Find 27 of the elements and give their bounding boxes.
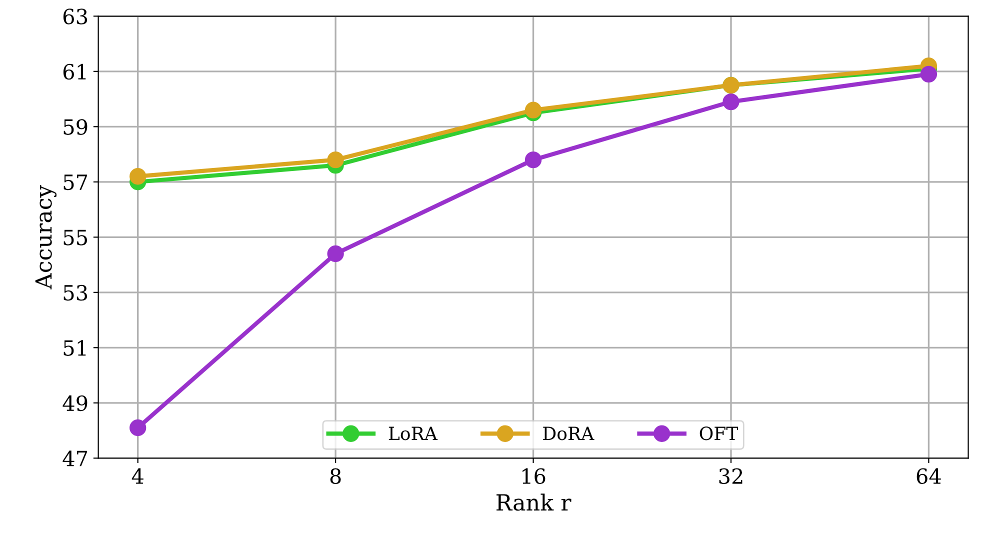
point [327, 151, 344, 168]
point [920, 66, 938, 83]
legend-label: LoRA [388, 426, 438, 440]
y-tick-label: 57 [64, 174, 88, 190]
x-tick-label: 8 [330, 468, 341, 484]
x-tick-label: 64 [916, 468, 941, 484]
y-tick-label: 59 [64, 119, 88, 135]
point [130, 419, 146, 436]
x-axis-title: Rank r [496, 494, 572, 511]
x-tick-label: 32 [719, 468, 742, 484]
y-axis-title: Accuracy [35, 185, 57, 290]
point [524, 151, 542, 168]
y-tick-label: 63 [63, 8, 88, 24]
legend-label: OFT [700, 426, 738, 440]
y-tick-label: 51 [64, 340, 86, 356]
y-tick-label: 55 [64, 230, 87, 246]
legend-label: DoRA [543, 426, 594, 440]
y-tick-label: 47 [62, 450, 88, 466]
point [524, 102, 542, 118]
y-tick-label: 49 [62, 395, 88, 412]
point [130, 168, 146, 185]
point [722, 93, 740, 110]
y-tick-label: 61 [63, 64, 86, 80]
y-tick-label: 53 [64, 284, 88, 301]
point [327, 245, 344, 262]
x-tick-label: 4 [132, 468, 144, 484]
x-tick-label: 16 [522, 468, 546, 484]
